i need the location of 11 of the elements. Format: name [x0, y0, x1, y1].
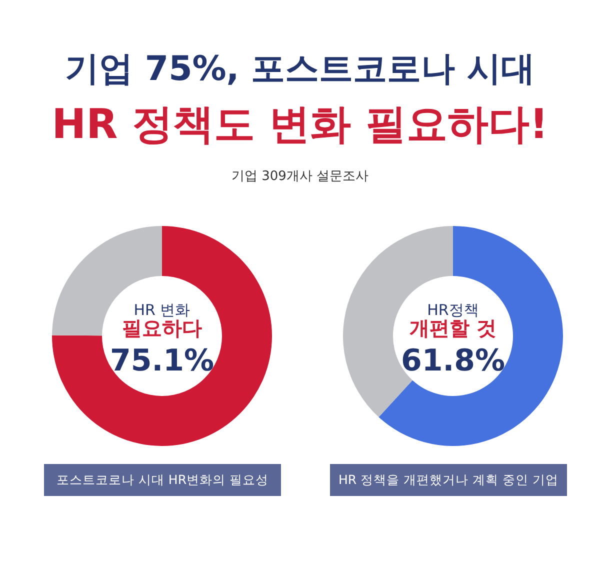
caption-box: 포스트코로나 시대 HR변화의 필요성 [44, 464, 281, 496]
text: HR 정책도 변화 필요하다! [50, 99, 550, 150]
text: 필요하다 [122, 316, 202, 340]
text: 기업 75%, 포스트코로나 시대 [64, 48, 536, 91]
caption-box: HR 정책을 개편했거나 계획 중인 기업 [330, 464, 567, 496]
text: 기업 309개사 설문조사 [230, 168, 370, 186]
data-label: 75.1% [110, 344, 214, 378]
text: HR정책 [427, 301, 479, 319]
text: HR 변화 [134, 301, 190, 319]
data-label: 61.8% [400, 344, 506, 378]
text: 개편할 것 [410, 316, 496, 340]
